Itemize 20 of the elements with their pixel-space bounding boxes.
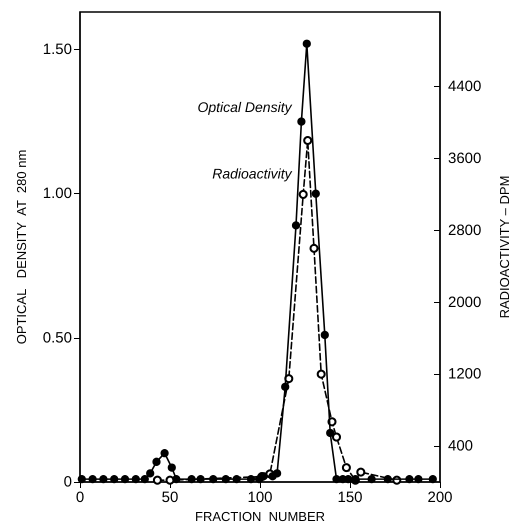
x-tick-label: 0 [76, 489, 84, 506]
y-tick-label: 1.50 [42, 40, 72, 58]
y2-tick-label: 400 [448, 438, 474, 455]
annotation: Radioactivity [212, 165, 293, 182]
y-tick-label: 0.50 [42, 329, 72, 346]
y2-tick-label: 2000 [448, 294, 482, 311]
y2-axis-title: RADIOACTIVITY – DPM [497, 176, 512, 318]
x-tick-label: 100 [247, 489, 273, 506]
y2-tick-label: 2800 [448, 222, 482, 239]
x-tick-label: 200 [427, 489, 453, 506]
y-axis-title: OPTICAL DENSITY AT 280 nm [14, 150, 29, 344]
annotation: Optical Density [197, 99, 293, 116]
x-axis-title: FRACTION NUMBER [195, 509, 325, 524]
x-tick-label: 150 [337, 489, 363, 506]
y-tick-label: 1.00 [42, 185, 72, 202]
y2-tick-label: 1200 [448, 366, 482, 383]
y-tick-label: 0 [64, 474, 72, 490]
y2-tick-label: 4400 [448, 78, 482, 96]
x-tick-label: 50 [162, 489, 178, 506]
y2-tick-label: 3600 [448, 150, 482, 167]
